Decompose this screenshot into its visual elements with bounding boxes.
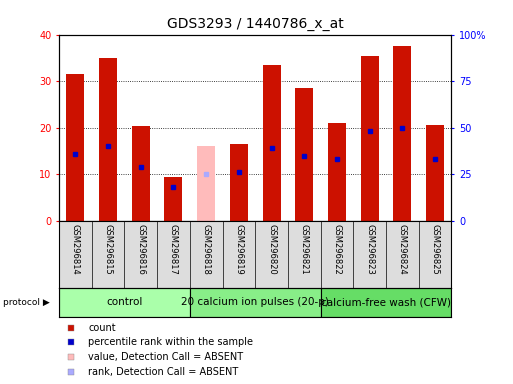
Text: protocol ▶: protocol ▶ xyxy=(3,298,49,307)
Bar xyxy=(197,146,215,221)
Bar xyxy=(295,88,313,221)
Text: rank, Detection Call = ABSENT: rank, Detection Call = ABSENT xyxy=(88,367,239,377)
Text: GSM296822: GSM296822 xyxy=(332,224,342,275)
Bar xyxy=(99,58,117,221)
Text: GSM296815: GSM296815 xyxy=(104,224,112,275)
Text: calcium-free wash (CFW): calcium-free wash (CFW) xyxy=(321,297,451,308)
Bar xyxy=(263,65,281,221)
Text: percentile rank within the sample: percentile rank within the sample xyxy=(88,337,253,347)
Text: GSM296819: GSM296819 xyxy=(234,224,243,275)
Bar xyxy=(393,46,411,221)
Bar xyxy=(132,126,150,221)
Bar xyxy=(361,56,379,221)
Bar xyxy=(230,144,248,221)
Text: GSM296820: GSM296820 xyxy=(267,224,276,275)
Bar xyxy=(165,177,183,221)
Text: GSM296817: GSM296817 xyxy=(169,224,178,275)
Title: GDS3293 / 1440786_x_at: GDS3293 / 1440786_x_at xyxy=(167,17,344,31)
Text: 20 calcium ion pulses (20-p): 20 calcium ion pulses (20-p) xyxy=(181,297,329,308)
Text: count: count xyxy=(88,323,116,333)
Text: GSM296816: GSM296816 xyxy=(136,224,145,275)
Text: GSM296814: GSM296814 xyxy=(71,224,80,275)
Text: GSM296823: GSM296823 xyxy=(365,224,374,275)
Bar xyxy=(66,74,84,221)
Text: GSM296821: GSM296821 xyxy=(300,224,309,275)
Text: value, Detection Call = ABSENT: value, Detection Call = ABSENT xyxy=(88,352,244,362)
Text: GSM296825: GSM296825 xyxy=(430,224,440,275)
Bar xyxy=(321,288,451,317)
Bar xyxy=(426,125,444,221)
Bar xyxy=(59,288,190,317)
Text: GSM296818: GSM296818 xyxy=(202,224,211,275)
Text: GSM296824: GSM296824 xyxy=(398,224,407,275)
Text: control: control xyxy=(106,297,143,308)
Bar xyxy=(190,288,321,317)
Bar xyxy=(328,123,346,221)
